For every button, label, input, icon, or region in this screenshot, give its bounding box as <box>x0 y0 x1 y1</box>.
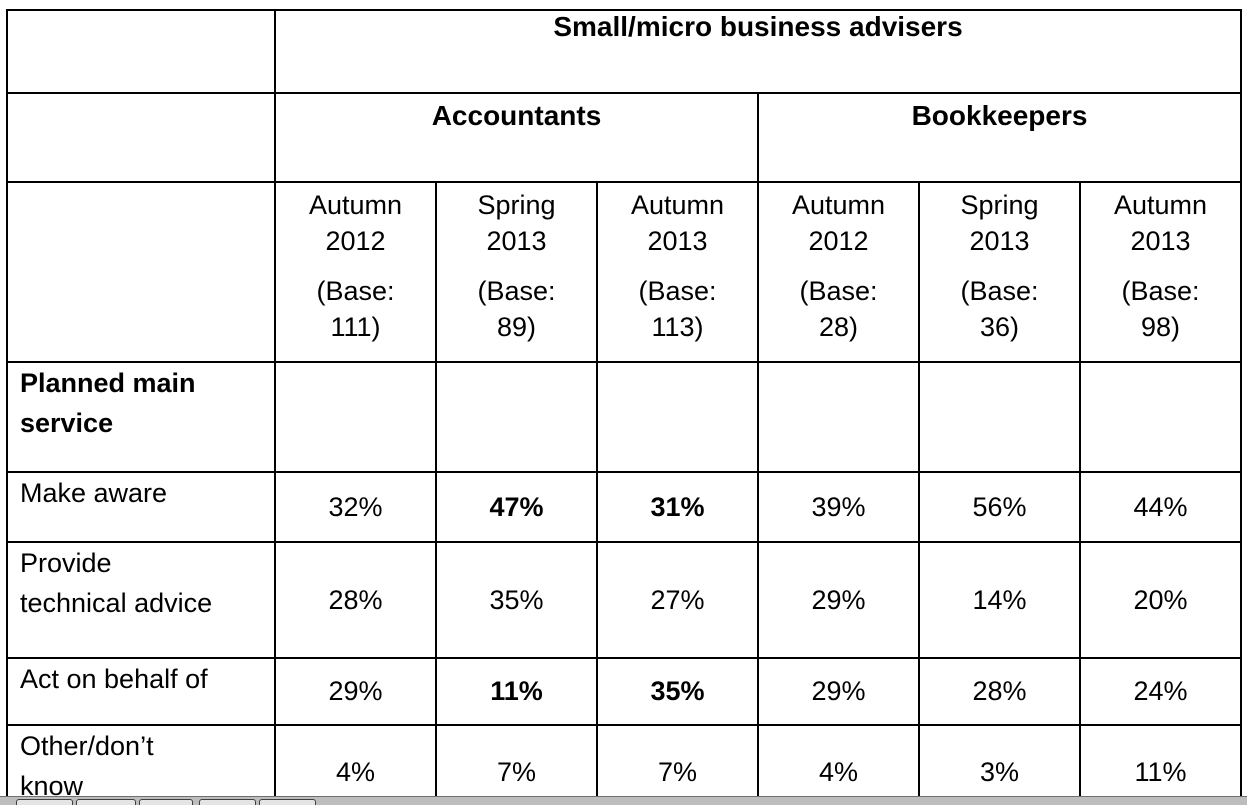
season-year: 2013 <box>1130 226 1191 256</box>
value-cell: 47% <box>435 471 598 543</box>
column-header-cell: Autumn 2013 (Base: 113) <box>596 181 759 363</box>
empty-cell <box>596 361 759 473</box>
empty-cell <box>274 361 437 473</box>
value-cell: 4% <box>274 724 437 805</box>
base-label: (Base: 89) <box>477 276 556 342</box>
season-year: 2012 <box>808 226 869 256</box>
subgroup-header-accountants: Accountants <box>274 92 759 183</box>
data-row-provide-technical-advice: Provide technical advice 28% 35% 27% 29%… <box>6 541 1242 659</box>
blank-corner-cell <box>6 181 276 363</box>
season-year: 2013 <box>647 226 708 256</box>
column-header-cell: Autumn 2013 (Base: 98) <box>1079 181 1242 363</box>
section-header-row: Planned main service <box>6 361 1242 473</box>
data-row-act-on-behalf-of: Act on behalf of 29% 11% 35% 29% 28% 24% <box>6 657 1242 726</box>
background-window-tab[interactable] <box>16 799 73 805</box>
data-row-other-dont-know: Other/don’t know 4% 7% 7% 4% 3% 11% <box>6 724 1242 805</box>
value-cell: 29% <box>757 657 920 726</box>
empty-cell <box>435 361 598 473</box>
value-cell: 28% <box>918 657 1081 726</box>
window-edge-strip <box>0 796 1247 805</box>
season-label: Autumn <box>791 190 886 220</box>
season-label: Spring <box>960 190 1039 220</box>
value-cell: 39% <box>757 471 920 543</box>
value-cell: 4% <box>757 724 920 805</box>
column-header-cell: Autumn 2012 (Base: 111) <box>274 181 437 363</box>
background-window-tab[interactable] <box>139 799 193 805</box>
value-cell: 56% <box>918 471 1081 543</box>
value-cell: 20% <box>1079 541 1242 659</box>
group-header-row: Small/micro business advisers <box>6 9 1242 94</box>
value-cell: 35% <box>596 657 759 726</box>
base-label: (Base: 28) <box>799 276 878 342</box>
base-label: (Base: 36) <box>960 276 1039 342</box>
value-cell: 31% <box>596 471 759 543</box>
base-label: (Base: 98) <box>1121 276 1200 342</box>
season-year: 2013 <box>486 226 547 256</box>
value-cell: 24% <box>1079 657 1242 726</box>
value-cell: 27% <box>596 541 759 659</box>
column-header-cell: Spring 2013 (Base: 89) <box>435 181 598 363</box>
value-cell: 7% <box>435 724 598 805</box>
empty-cell <box>757 361 920 473</box>
blank-corner-cell <box>6 92 276 183</box>
value-cell: 32% <box>274 471 437 543</box>
section-header-cell: Planned main service <box>6 361 276 473</box>
season-label: Autumn <box>1113 190 1208 220</box>
background-window-tab[interactable] <box>76 799 136 805</box>
subgroup-header-row: Accountants Bookkeepers <box>6 92 1242 183</box>
season-label: Autumn <box>308 190 403 220</box>
season-label: Autumn <box>630 190 725 220</box>
row-label: Provide technical advice <box>6 541 276 659</box>
background-window-tab[interactable] <box>199 799 256 805</box>
value-cell: 44% <box>1079 471 1242 543</box>
value-cell: 7% <box>596 724 759 805</box>
value-cell: 3% <box>918 724 1081 805</box>
value-cell: 35% <box>435 541 598 659</box>
empty-cell <box>918 361 1081 473</box>
empty-cell <box>1079 361 1242 473</box>
value-cell: 29% <box>274 657 437 726</box>
group-header-cell: Small/micro business advisers <box>274 9 1242 94</box>
base-label: (Base: 111) <box>316 276 395 342</box>
column-header-cell: Spring 2013 (Base: 36) <box>918 181 1081 363</box>
column-header-cell: Autumn 2012 (Base: 28) <box>757 181 920 363</box>
season-year: 2013 <box>969 226 1030 256</box>
blank-corner-cell <box>6 9 276 94</box>
base-label: (Base: 113) <box>638 276 717 342</box>
row-label: Make aware <box>6 471 276 543</box>
value-cell: 28% <box>274 541 437 659</box>
advisers-table: Small/micro business advisers Accountant… <box>6 9 1242 805</box>
value-cell: 11% <box>435 657 598 726</box>
data-row-make-aware: Make aware 32% 47% 31% 39% 56% 44% <box>6 471 1242 543</box>
column-header-row: Autumn 2012 (Base: 111) Spring 2013 (Bas… <box>6 181 1242 363</box>
row-label: Other/don’t know <box>6 724 276 805</box>
row-label: Act on behalf of <box>6 657 276 726</box>
subgroup-header-bookkeepers: Bookkeepers <box>757 92 1242 183</box>
value-cell: 14% <box>918 541 1081 659</box>
background-window-tab[interactable] <box>259 799 316 805</box>
value-cell: 11% <box>1079 724 1242 805</box>
season-label: Spring <box>477 190 556 220</box>
season-year: 2012 <box>325 226 386 256</box>
value-cell: 29% <box>757 541 920 659</box>
